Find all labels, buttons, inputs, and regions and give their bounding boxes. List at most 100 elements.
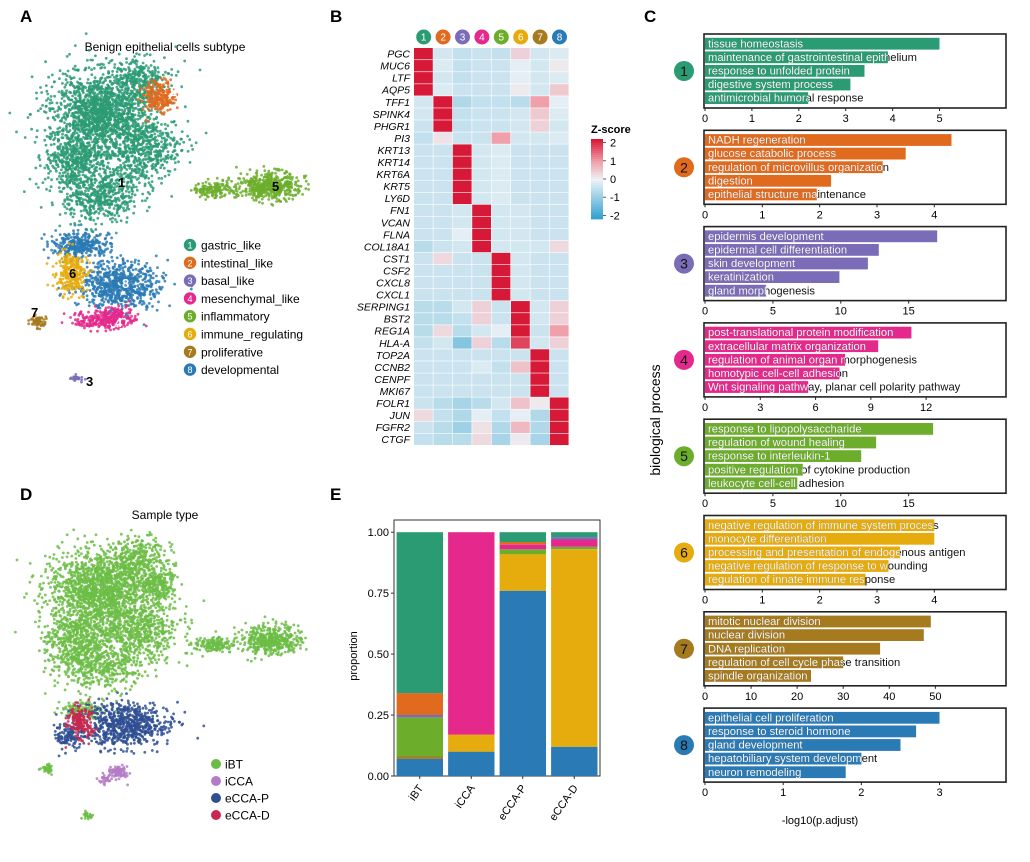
cell-point-c1 [124, 132, 128, 136]
cell-point-c1 [84, 32, 88, 35]
cell-point-c1 [115, 203, 119, 207]
cell-point-c1 [113, 213, 117, 217]
cell-point-c5 [221, 183, 225, 186]
cell-point-c1 [137, 91, 141, 95]
cell-point-c1 [72, 85, 76, 89]
cell-point-c1 [45, 89, 49, 93]
cell-point-c2 [161, 103, 165, 107]
cell-point-c1 [78, 95, 82, 98]
cell-point-c8 [93, 236, 97, 239]
cell-point-c8 [102, 250, 106, 253]
cell-point-c1 [104, 110, 107, 113]
cell-point-c1 [115, 220, 119, 224]
cell-point-c8 [154, 254, 158, 258]
cell-point-c1 [131, 98, 135, 102]
cell-point-c1 [104, 172, 107, 175]
cell-point-c5 [274, 171, 277, 175]
cell-point-c1 [146, 126, 149, 129]
cell-point-c1 [130, 80, 133, 84]
cell-point-c1 [143, 148, 147, 151]
cell-point-c5 [307, 188, 310, 191]
cell-point-c1 [127, 137, 131, 141]
cell-point-c1 [104, 175, 107, 179]
cell-point-c1 [49, 161, 53, 165]
cell-point-c5 [269, 175, 273, 178]
cell-point-c1 [83, 149, 87, 153]
cell-point-c2 [159, 76, 163, 80]
cell-point-c5 [267, 169, 271, 173]
cell-point-c1 [103, 95, 107, 99]
cell-point-c1 [46, 116, 50, 120]
cell-point-c1 [70, 114, 73, 117]
cell-point-c1 [120, 88, 124, 92]
cell-point-c1 [136, 163, 140, 167]
cell-point-c1 [130, 192, 134, 196]
cell-point-c5 [255, 169, 259, 173]
cell-point-c1 [79, 109, 83, 113]
cell-point-c1 [40, 91, 43, 94]
cell-point-c1 [50, 73, 54, 77]
cell-point-c1 [101, 118, 105, 122]
cell-point-c1 [73, 178, 77, 182]
cell-point-c1 [88, 87, 92, 91]
cell-point-c8 [75, 247, 79, 251]
cell-point-c1 [89, 110, 93, 114]
cell-point-c1 [96, 191, 100, 195]
cell-point-c1 [124, 68, 128, 72]
cell-point-c8 [112, 270, 115, 274]
cell-point-c1 [144, 153, 148, 157]
cell-point-c1 [140, 132, 143, 136]
cell-point-c1 [61, 132, 64, 136]
cell-point-c1 [102, 164, 106, 167]
cell-point-c1 [145, 209, 149, 213]
cell-point-c5 [244, 181, 247, 185]
cell-point-c1 [101, 107, 105, 111]
cell-point-c1 [57, 90, 61, 94]
cell-point-c1 [174, 45, 178, 49]
cell-point-c1 [87, 169, 91, 172]
cell-point-c1 [148, 117, 152, 121]
cell-point-c1 [147, 66, 151, 70]
cell-point-c1 [115, 111, 119, 115]
cell-point-c5 [189, 189, 193, 192]
cell-point-c1 [110, 173, 113, 177]
cell-point-c1 [79, 209, 83, 213]
cell-point-c1 [96, 115, 99, 119]
cell-point-c1 [82, 113, 86, 116]
cell-point-c5 [237, 176, 241, 180]
cell-point-c1 [57, 186, 61, 190]
cell-point-c1 [115, 74, 119, 77]
cell-point-c1 [130, 181, 133, 184]
cell-point-c1 [127, 66, 130, 69]
cell-point-c5 [207, 189, 211, 193]
cell-point-c1 [122, 206, 125, 210]
cell-point-c8 [103, 244, 107, 247]
cell-point-c1 [125, 119, 129, 123]
cell-point-c1 [74, 106, 78, 110]
cell-point-c1 [142, 161, 146, 165]
cell-point-c1 [63, 121, 66, 124]
cell-point-c2 [150, 97, 154, 101]
cell-point-c1 [123, 200, 127, 204]
cell-point-c1 [159, 159, 163, 163]
cell-point-c8 [72, 247, 76, 251]
cell-point-c1 [66, 81, 69, 84]
cell-point-c1 [155, 139, 159, 142]
cell-point-c1 [82, 116, 86, 120]
cell-point-c1 [65, 55, 69, 58]
cell-point-c1 [149, 159, 153, 163]
cell-point-c8 [139, 274, 143, 278]
cell-point-c1 [98, 150, 102, 154]
cell-point-c1 [65, 192, 69, 196]
cell-point-c1 [55, 114, 58, 118]
cell-point-c8 [173, 282, 177, 286]
cell-point-c1 [87, 183, 91, 187]
cell-point-c1 [69, 102, 72, 106]
cell-point-c5 [294, 193, 297, 197]
cell-point-c1 [130, 76, 134, 79]
cell-point-c8 [79, 223, 83, 227]
cell-point-c1 [127, 132, 131, 136]
cell-point-c1 [128, 176, 131, 180]
cell-point-c1 [141, 192, 145, 196]
cell-point-c1 [110, 108, 114, 112]
